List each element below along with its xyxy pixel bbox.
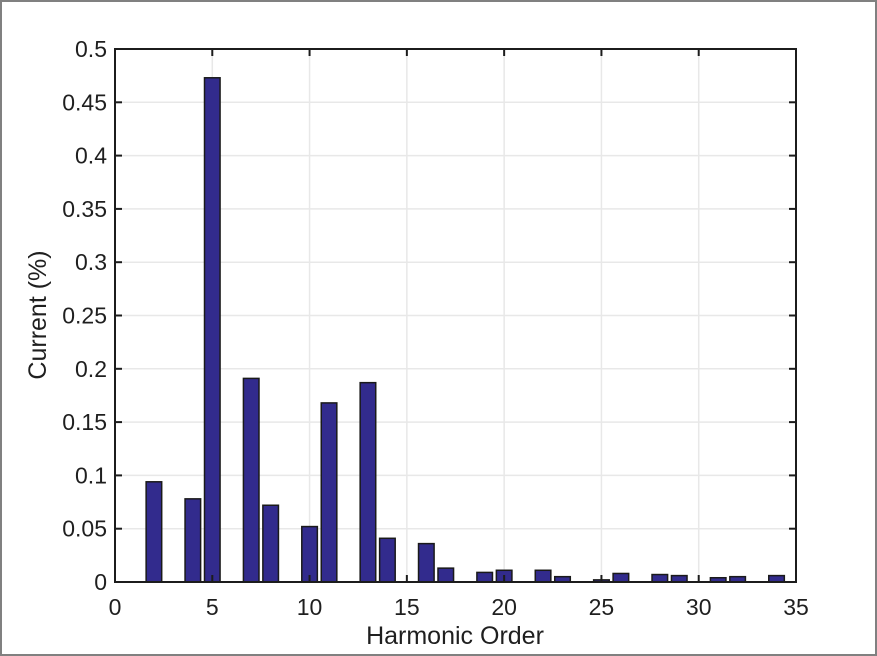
x-tick-label: 0 (109, 594, 122, 620)
tick-label-layer: 0 5 10 15 20 25 30 35 0 0.05 0.1 0.15 0.2 0.25 0.3 0.35… (62, 36, 809, 620)
bar (203, 77, 221, 583)
x-tick-label: 15 (394, 594, 420, 620)
bar (534, 569, 552, 583)
y-tick-label: 0.2 (75, 356, 107, 382)
bar (651, 573, 669, 583)
y-tick-label: 0.15 (62, 409, 107, 435)
bar (612, 572, 630, 583)
x-tick-label: 30 (686, 594, 712, 620)
x-tick-label: 25 (589, 594, 615, 620)
bar (242, 377, 260, 583)
x-tick-label: 35 (783, 594, 809, 620)
y-tick-label: 0.4 (75, 143, 107, 169)
bar (145, 481, 163, 583)
bar-series (145, 77, 786, 583)
bar (378, 537, 396, 583)
y-axis-title: Current (%) (24, 250, 52, 379)
y-tick-label: 0.3 (75, 249, 107, 275)
bar (320, 402, 338, 583)
y-tick-label: 0.25 (62, 303, 107, 329)
x-tick-label: 20 (491, 594, 517, 620)
x-axis-title: Harmonic Order (366, 622, 544, 650)
y-tick-label: 0.1 (75, 462, 107, 488)
bar (359, 381, 377, 583)
bar (184, 498, 202, 583)
y-tick-label: 0.05 (62, 516, 107, 542)
bar (476, 571, 494, 583)
x-tick-label: 5 (206, 594, 219, 620)
bar (417, 542, 435, 583)
axis-layer (114, 48, 797, 583)
x-tick-label: 10 (297, 594, 323, 620)
bar (437, 567, 455, 583)
y-tick-label: 0.45 (62, 89, 107, 115)
y-tick-label: 0 (94, 569, 107, 595)
bar (262, 504, 280, 583)
bar (301, 525, 319, 583)
y-tick-label: 0.5 (75, 36, 107, 62)
y-tick-label: 0.35 (62, 196, 107, 222)
grid-layer (115, 49, 796, 582)
